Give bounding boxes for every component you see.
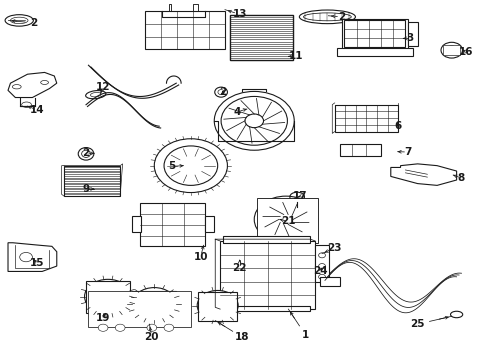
Circle shape bbox=[94, 287, 122, 307]
Text: 13: 13 bbox=[232, 9, 246, 19]
Text: 19: 19 bbox=[96, 313, 110, 323]
Text: 11: 11 bbox=[288, 51, 303, 61]
Text: 15: 15 bbox=[30, 258, 44, 268]
Bar bbox=[222, 236, 310, 243]
Ellipse shape bbox=[12, 85, 21, 89]
Ellipse shape bbox=[218, 90, 224, 95]
Circle shape bbox=[163, 146, 217, 185]
Circle shape bbox=[84, 279, 131, 314]
Bar bbox=[344, 21, 405, 47]
Bar bbox=[256, 198, 317, 243]
Bar bbox=[341, 19, 407, 49]
Text: 9: 9 bbox=[82, 184, 89, 194]
Ellipse shape bbox=[289, 192, 304, 202]
Ellipse shape bbox=[214, 87, 227, 97]
Bar bbox=[86, 281, 130, 313]
Ellipse shape bbox=[449, 311, 462, 318]
Ellipse shape bbox=[41, 81, 48, 85]
Bar bbox=[220, 241, 315, 309]
Bar bbox=[315, 244, 328, 282]
Bar bbox=[88, 291, 190, 327]
Bar bbox=[205, 216, 214, 232]
Ellipse shape bbox=[303, 13, 350, 21]
Circle shape bbox=[163, 324, 173, 331]
Text: 25: 25 bbox=[409, 319, 424, 329]
Ellipse shape bbox=[10, 17, 28, 24]
Circle shape bbox=[115, 324, 125, 331]
Circle shape bbox=[440, 42, 462, 58]
Circle shape bbox=[132, 288, 176, 320]
Text: 12: 12 bbox=[96, 82, 110, 92]
Bar bbox=[93, 311, 122, 317]
Bar bbox=[222, 306, 310, 311]
Circle shape bbox=[98, 324, 108, 331]
Polygon shape bbox=[8, 243, 57, 271]
Ellipse shape bbox=[85, 91, 106, 99]
Polygon shape bbox=[390, 164, 456, 185]
Bar bbox=[334, 105, 397, 132]
Text: 4: 4 bbox=[233, 107, 241, 117]
Text: 7: 7 bbox=[404, 147, 411, 157]
Text: 3: 3 bbox=[406, 33, 413, 43]
Text: 16: 16 bbox=[458, 46, 473, 57]
Text: 8: 8 bbox=[457, 173, 464, 183]
Ellipse shape bbox=[21, 102, 31, 107]
Circle shape bbox=[318, 274, 325, 279]
Text: 2: 2 bbox=[338, 12, 345, 22]
Text: 18: 18 bbox=[234, 332, 249, 342]
Circle shape bbox=[318, 253, 325, 258]
Text: 20: 20 bbox=[144, 332, 159, 342]
Circle shape bbox=[205, 297, 229, 314]
Bar bbox=[132, 216, 141, 232]
Ellipse shape bbox=[293, 207, 300, 211]
Ellipse shape bbox=[78, 148, 94, 160]
Circle shape bbox=[278, 214, 292, 225]
Text: 23: 23 bbox=[327, 243, 341, 253]
Bar bbox=[64, 166, 120, 196]
Polygon shape bbox=[8, 72, 57, 98]
Text: 6: 6 bbox=[394, 121, 401, 131]
Circle shape bbox=[142, 295, 166, 313]
Text: 2: 2 bbox=[219, 87, 226, 97]
Circle shape bbox=[20, 252, 32, 262]
Ellipse shape bbox=[81, 150, 90, 157]
Bar bbox=[132, 291, 176, 320]
Text: 2: 2 bbox=[30, 18, 38, 28]
Text: 21: 21 bbox=[281, 216, 295, 226]
Circle shape bbox=[154, 139, 227, 193]
Circle shape bbox=[197, 291, 238, 320]
Text: 10: 10 bbox=[193, 252, 207, 262]
Bar bbox=[320, 277, 339, 286]
Circle shape bbox=[147, 324, 157, 331]
Circle shape bbox=[221, 96, 287, 145]
Text: 22: 22 bbox=[232, 263, 246, 273]
Text: 14: 14 bbox=[30, 105, 44, 115]
Bar bbox=[144, 12, 224, 49]
Text: 5: 5 bbox=[167, 161, 175, 171]
Bar bbox=[229, 15, 293, 60]
Circle shape bbox=[260, 201, 311, 238]
Circle shape bbox=[244, 114, 263, 128]
Bar bbox=[407, 22, 417, 45]
Text: 1: 1 bbox=[301, 330, 308, 340]
Bar bbox=[140, 203, 205, 246]
Text: 24: 24 bbox=[312, 266, 327, 276]
Ellipse shape bbox=[299, 10, 355, 24]
Bar bbox=[443, 45, 459, 55]
Text: 17: 17 bbox=[293, 191, 307, 201]
Text: 2: 2 bbox=[82, 148, 89, 158]
Bar bbox=[339, 144, 380, 156]
Circle shape bbox=[318, 264, 325, 269]
Circle shape bbox=[445, 46, 457, 54]
Ellipse shape bbox=[90, 93, 101, 97]
Bar bbox=[198, 292, 237, 320]
Ellipse shape bbox=[5, 15, 33, 26]
Bar bbox=[229, 15, 293, 60]
Bar bbox=[336, 48, 412, 56]
